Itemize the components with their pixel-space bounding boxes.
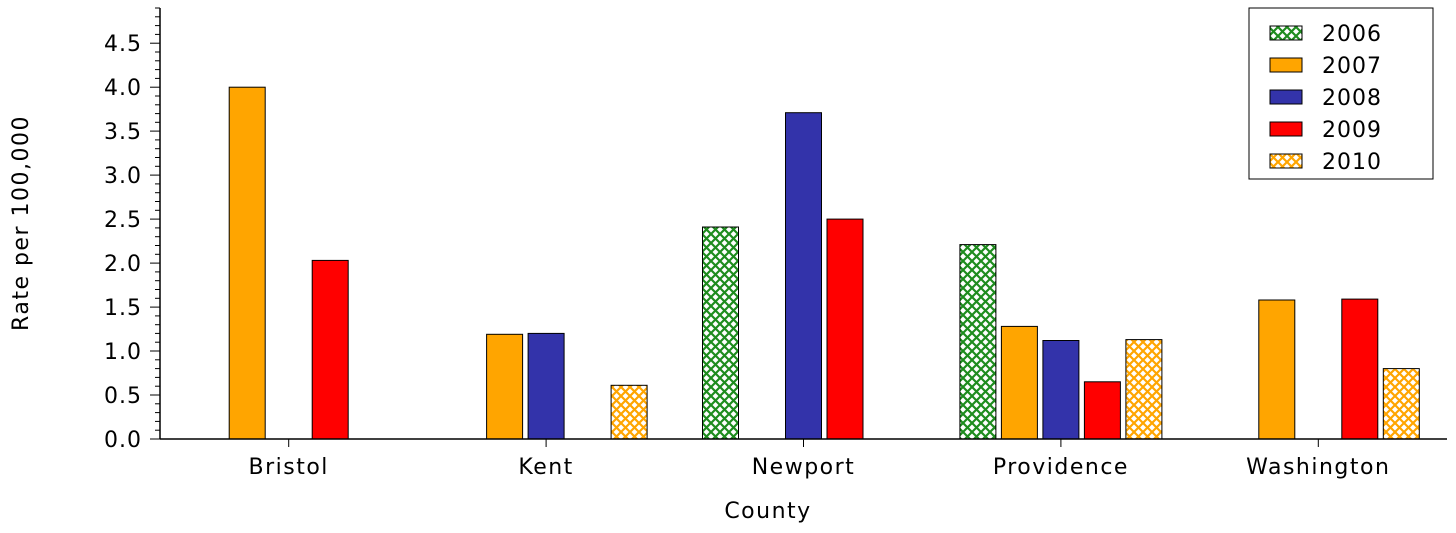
bar-providence-2008 [1042,340,1080,440]
legend-label-2009: 2009 [1322,118,1382,143]
x-tick-label-kent: Kent [518,455,573,480]
bar-bristol-2009 [311,259,349,440]
x-axis-title: County [724,499,811,524]
bar-providence-2007 [1000,325,1038,440]
y-tick-label: 0.0 [104,428,142,453]
x-tick-label-bristol: Bristol [248,455,328,480]
y-tick-label: 2.5 [104,208,142,233]
bar-washington-2010 [1382,368,1420,440]
y-tick-label: 0.5 [104,384,142,409]
y-tick-label: 2.0 [104,252,142,277]
legend-label-2008: 2008 [1322,86,1382,111]
y-tick-label: 4.5 [104,32,142,57]
legend-swatch-2009 [1269,121,1303,137]
y-tick-label: 4.0 [104,76,142,101]
x-tick-label-providence: Providence [993,455,1129,480]
bar-kent-2007 [486,333,524,440]
bar-washington-2009 [1341,298,1379,440]
legend-label-2007: 2007 [1322,54,1382,79]
bar-bristol-2007 [228,86,266,440]
bar-kent-2010 [610,384,648,440]
bar-newport-2008 [785,112,822,440]
axes: 0.0 0.5 1.0 1.5 2.0 2.5 3.0 3.5 4.0 4.5 Bristol Ken… [104,7,1447,480]
y-tick-label: 1.5 [104,296,142,321]
y-axis-title: Rate per 100,000 [9,115,34,331]
bar-newport-2006 [702,226,739,440]
bar-kent-2008 [527,332,565,440]
bar-providence-2009 [1083,381,1121,440]
y-tick-label: 3.0 [104,164,142,189]
legend-swatch-2006 [1269,25,1303,41]
y-tick-label: 1.0 [104,340,142,365]
legend-label-2006: 2006 [1322,22,1382,47]
plot-area [228,86,1420,440]
legend-swatch-2010 [1269,153,1303,169]
legend: 2006 2007 2008 2009 2010 [1248,7,1434,180]
legend-label-2010: 2010 [1322,150,1382,175]
bar-providence-2010 [1125,339,1163,440]
x-tick-label-washington: Washington [1246,455,1390,480]
y-tick-label: 3.5 [104,120,142,145]
legend-swatch-2007 [1269,57,1303,73]
x-tick-label-newport: Newport [752,455,856,480]
bar-washington-2007 [1258,299,1296,440]
legend-swatch-2008 [1269,89,1303,105]
bar-newport-2009 [826,218,864,440]
bar-providence-2006 [959,244,997,440]
